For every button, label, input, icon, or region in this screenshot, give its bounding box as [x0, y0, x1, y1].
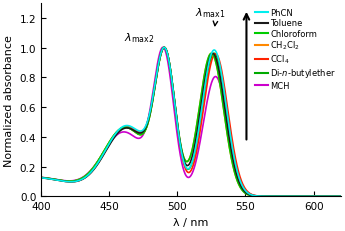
Text: $\lambda_{\mathrm{max2}}$: $\lambda_{\mathrm{max2}}$ [124, 31, 154, 45]
X-axis label: λ / nm: λ / nm [173, 217, 209, 227]
Text: $\lambda_{\mathrm{max1}}$: $\lambda_{\mathrm{max1}}$ [195, 6, 225, 27]
Legend: PhCN, Toluene, Chloroform, CH$_2$Cl$_2$, CCl$_4$, Di-$n$-butylether, MCH: PhCN, Toluene, Chloroform, CH$_2$Cl$_2$,… [254, 8, 337, 91]
Y-axis label: Normalized absorbance: Normalized absorbance [4, 35, 14, 166]
